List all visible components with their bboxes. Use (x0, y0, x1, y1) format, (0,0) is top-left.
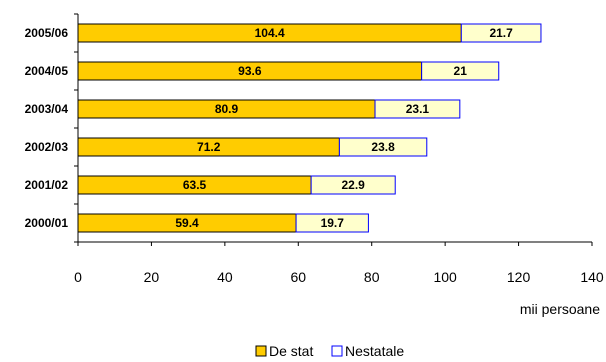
bars-group (77, 23, 542, 233)
legend-label: Nestatale (345, 343, 404, 359)
data-label: 59.4 (175, 216, 199, 230)
data-label: 22.9 (341, 178, 365, 192)
x-tick-label: 140 (580, 269, 604, 285)
x-axis-title: mii persoane (520, 301, 600, 317)
category-label: 2004/05 (25, 64, 69, 78)
bar-nestatale (310, 175, 396, 195)
data-label: 23.1 (406, 102, 430, 116)
x-ticks-group: 0 20 40 60 80 100 120 140 (74, 242, 604, 285)
data-label: 80.9 (215, 102, 239, 116)
data-label: 71.2 (197, 140, 221, 154)
category-label: 2003/04 (25, 102, 69, 116)
y-ticks-group: 2005/06 2004/05 2003/04 2002/03 2001/02 2000/… (25, 13, 78, 243)
x-tick-label: 0 (74, 269, 82, 285)
data-label: 21.7 (489, 26, 513, 40)
category-label: 2001/02 (25, 178, 69, 192)
x-tick-label: 20 (144, 269, 160, 285)
bar-nestatale (421, 61, 500, 81)
data-label: 19.7 (321, 216, 345, 230)
data-label: 21 (454, 64, 468, 78)
bar-nestatale (460, 23, 542, 43)
category-label: 2005/06 (25, 26, 69, 40)
category-label: 2000/01 (25, 216, 69, 230)
x-tick-label: 60 (290, 269, 306, 285)
bar-nestatale (338, 137, 428, 157)
labels-group: 104.4 21.7 93.6 21 80.9 23.1 71.2 23.8 63.5 22.9 5… (175, 26, 513, 230)
bar-nestatale (295, 213, 369, 233)
legend: De stat Nestatale (255, 343, 404, 359)
data-label: 104.4 (255, 26, 285, 40)
category-label: 2002/03 (25, 140, 69, 154)
legend-swatch (255, 345, 267, 357)
x-tick-label: 40 (217, 269, 233, 285)
data-label: 63.5 (183, 178, 207, 192)
data-label: 23.8 (371, 140, 395, 154)
x-tick-label: 100 (433, 269, 457, 285)
data-label: 93.6 (238, 64, 262, 78)
x-tick-label: 120 (507, 269, 531, 285)
x-tick-label: 80 (364, 269, 380, 285)
bar-nestatale (374, 99, 461, 119)
legend-label: De stat (269, 343, 313, 359)
legend-swatch (331, 345, 343, 357)
